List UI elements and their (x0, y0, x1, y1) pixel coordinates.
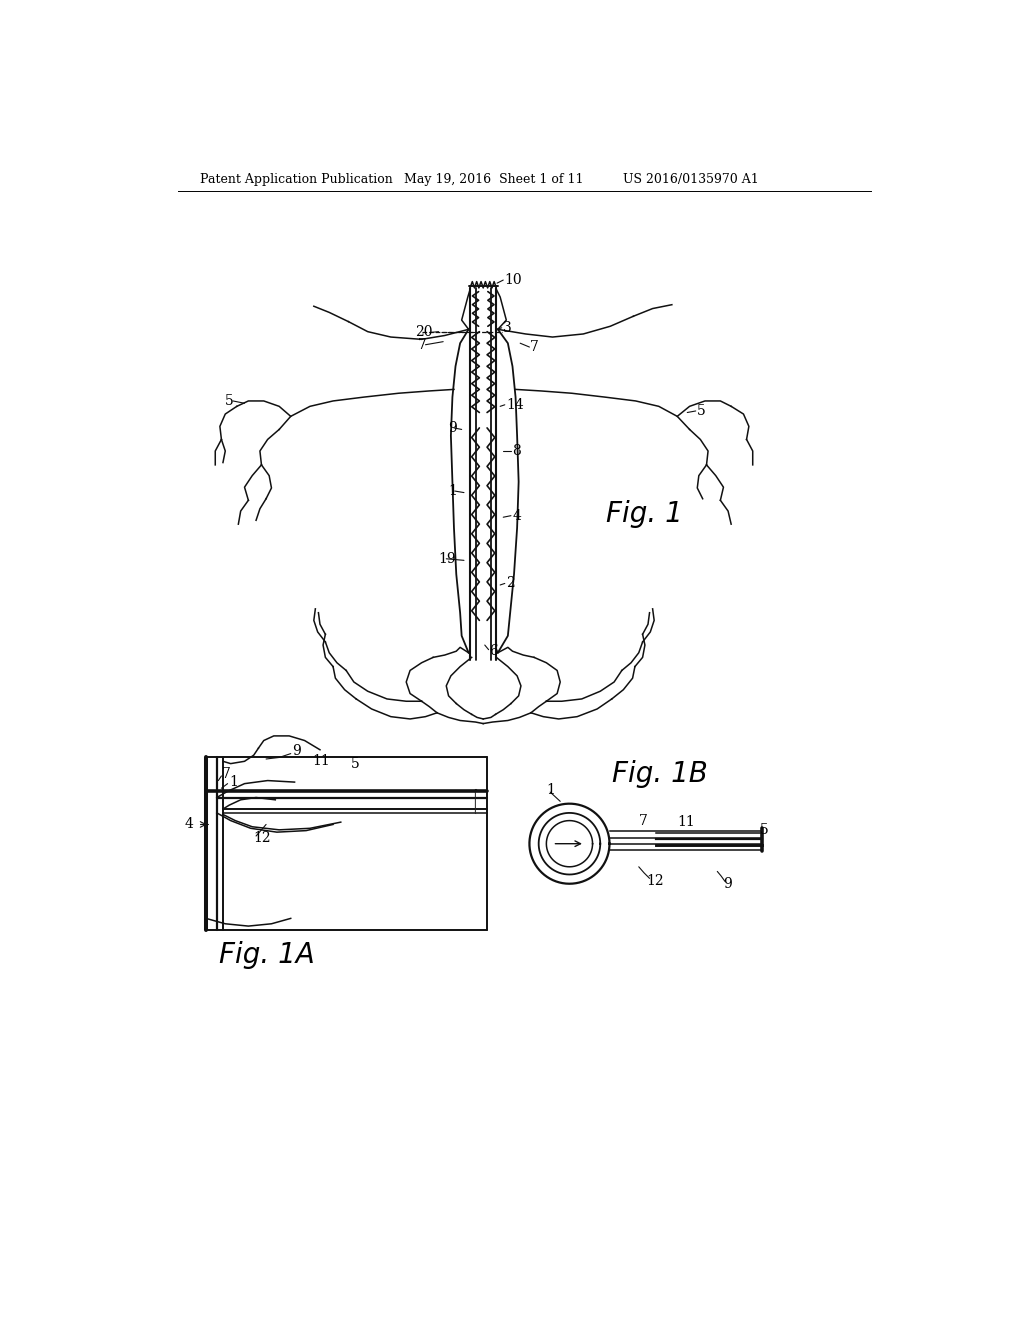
Text: May 19, 2016  Sheet 1 of 11: May 19, 2016 Sheet 1 of 11 (403, 173, 584, 186)
Text: 20: 20 (416, 326, 433, 339)
Text: 7: 7 (221, 767, 230, 781)
Text: 5: 5 (760, 822, 768, 837)
Text: 8: 8 (512, 444, 521, 458)
Text: Fig. 1: Fig. 1 (606, 500, 683, 528)
Text: 11: 11 (677, 816, 695, 829)
Text: 12: 12 (254, 830, 271, 845)
Text: Fig. 1A: Fig. 1A (219, 941, 314, 969)
Text: Fig. 1B: Fig. 1B (611, 760, 708, 788)
Text: US 2016/0135970 A1: US 2016/0135970 A1 (624, 173, 759, 186)
Text: Patent Application Publication: Patent Application Publication (200, 173, 392, 186)
Text: 4: 4 (184, 817, 194, 832)
Text: 12: 12 (646, 874, 665, 887)
Text: 5: 5 (225, 393, 234, 408)
Text: 7: 7 (529, 341, 539, 354)
Text: 1: 1 (547, 783, 555, 797)
Text: 5: 5 (351, 756, 359, 771)
Text: 6: 6 (489, 644, 498, 659)
Text: 2: 2 (506, 577, 515, 590)
Text: 3: 3 (503, 321, 512, 335)
Text: 7: 7 (639, 813, 647, 828)
Text: 14: 14 (506, 397, 524, 412)
Text: 9: 9 (292, 744, 301, 758)
Text: 10: 10 (505, 273, 522, 286)
Bar (475, 789, 484, 813)
Text: 5: 5 (697, 404, 706, 418)
Text: 1: 1 (449, 484, 458, 498)
Text: 19: 19 (438, 552, 456, 566)
Text: 9: 9 (449, 421, 458, 434)
Text: 4: 4 (512, 508, 521, 523)
Text: 11: 11 (312, 754, 330, 768)
Text: 1: 1 (229, 775, 238, 789)
Text: 9: 9 (724, 876, 732, 891)
Text: 7: 7 (418, 338, 427, 351)
